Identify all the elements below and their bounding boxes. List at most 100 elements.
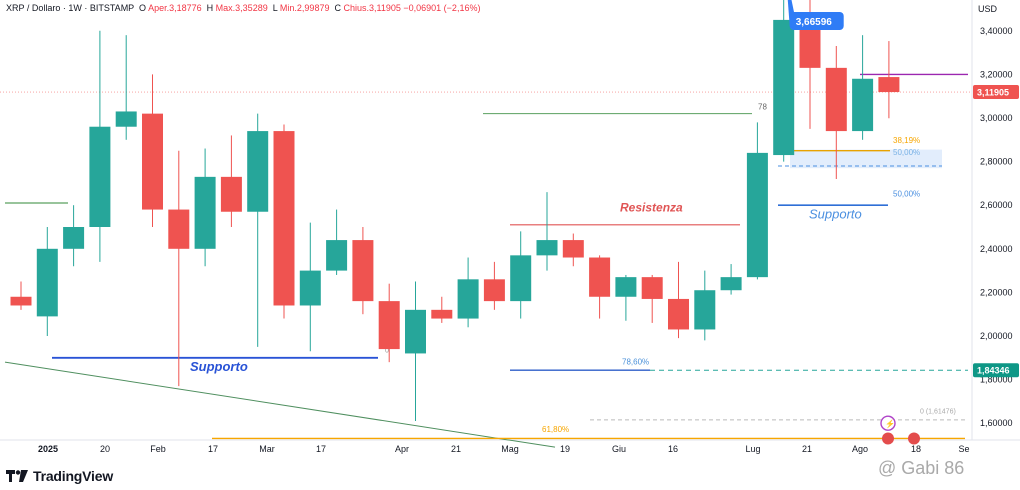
support-label-left: Supporto [190, 359, 248, 374]
x-tick-label: Mar [259, 444, 275, 454]
brand-name: TradingView [33, 468, 114, 484]
us-event-icon[interactable] [882, 432, 894, 445]
fib-0-label: 0 (1,61476) [920, 408, 956, 415]
high-callout-box [789, 12, 844, 30]
x-tick-label: 21 [451, 444, 461, 454]
watermark: @ Gabi 86 [878, 458, 965, 478]
y-tick-label: 2,60000 [980, 200, 1013, 210]
fib-78-label: 78,60% [622, 357, 649, 366]
descending-trendline[interactable] [4, 361, 556, 448]
open-value: Aper.3,18776 [148, 3, 202, 13]
y-tick-label: 2,40000 [980, 244, 1013, 254]
x-tick-label: Mag [501, 444, 519, 454]
marker-price-box [973, 363, 1019, 378]
x-tick-label: 21 [802, 444, 812, 454]
candle-body[interactable] [746, 152, 768, 278]
y-tick-label: 3,20000 [980, 69, 1013, 79]
high-value: Max.3,35289 [215, 3, 268, 13]
candle-body[interactable] [878, 77, 900, 93]
zero-label: 0 [385, 347, 389, 354]
x-tick-label: 16 [668, 444, 678, 454]
candle-body[interactable] [668, 298, 689, 330]
x-tick-label: Apr [395, 444, 409, 454]
symbol-name: XRP / Dollaro · 1W · BITSTAMP [6, 3, 135, 13]
fib-50-label-b: 50,00% [893, 189, 920, 198]
lightning-icon: ⚡ [885, 419, 895, 429]
fib-38-label: 38,19% [893, 136, 920, 145]
candle-body[interactable] [457, 279, 479, 319]
x-tick-label: 17 [316, 444, 326, 454]
candle-body[interactable] [326, 240, 348, 271]
currency-label[interactable]: USD [978, 4, 998, 14]
candle-body[interactable] [63, 227, 85, 249]
x-tick-label: Lug [745, 444, 760, 454]
candle-body[interactable] [194, 176, 216, 249]
candle-body[interactable] [299, 270, 321, 306]
candle-body[interactable] [641, 277, 663, 299]
support-label-right: Supporto [809, 206, 862, 221]
x-tick-label: 18 [911, 444, 921, 454]
x-tick-label: Se [958, 444, 969, 454]
low-label: L [272, 3, 278, 13]
candle-body[interactable] [405, 309, 426, 354]
x-tick-label: 17 [208, 444, 218, 454]
candle-body[interactable] [115, 111, 137, 127]
candle-body[interactable] [589, 257, 611, 297]
candle-body[interactable] [220, 176, 242, 212]
candle-body[interactable] [694, 290, 716, 330]
candle-body[interactable] [247, 131, 269, 212]
candle-body[interactable] [273, 131, 295, 306]
candle-body[interactable] [36, 248, 58, 317]
y-tick-label: 1,60000 [980, 418, 1013, 428]
y-tick-label: 3,40000 [980, 26, 1013, 36]
last-price-box [973, 85, 1019, 100]
candle-body[interactable] [536, 240, 558, 256]
y-tick-label: 2,20000 [980, 287, 1013, 297]
candle-body[interactable] [720, 277, 742, 291]
high-callout-pointer [787, 0, 798, 30]
dividend-event-icon[interactable] [880, 415, 896, 431]
fib-78-top-label: 78 [758, 102, 767, 111]
candle-body[interactable] [825, 67, 847, 132]
y-tick-label: 1,80000 [980, 375, 1013, 385]
candle-body[interactable] [852, 78, 874, 132]
x-tick-label: Feb [150, 444, 166, 454]
candle-body[interactable] [483, 279, 505, 302]
y-tick-label: 3,00000 [980, 113, 1013, 123]
last-price-label: 3,11905 [977, 88, 1009, 98]
marker-price-label: 1,84346 [977, 366, 1010, 376]
fib-50-label-a: 50,00% [893, 148, 920, 157]
close-value: Chius.3,11905 [343, 3, 401, 13]
close-label: C [334, 3, 341, 13]
candle-body[interactable] [352, 240, 374, 302]
change-value: −0,06901 (−2,16%) [403, 3, 481, 13]
candle-body[interactable] [773, 19, 795, 156]
fib-61-label: 61,80% [542, 425, 569, 434]
candle-body[interactable] [142, 113, 163, 210]
x-tick-label: Ago [852, 444, 868, 454]
high-callout-label: 3,66596 [796, 17, 833, 28]
candle-body[interactable] [615, 277, 637, 297]
low-value: Min.2,99879 [279, 3, 330, 13]
high-label: H [206, 3, 214, 13]
y-tick-label: 2,80000 [980, 157, 1013, 167]
candle-body[interactable] [431, 309, 453, 319]
tradingview-logo[interactable]: TradingView [6, 468, 113, 484]
symbol-header: XRP / Dollaro · 1W · BITSTAMP O Aper.3,1… [6, 3, 480, 13]
tradingview-logo-icon [6, 470, 28, 482]
candle-body[interactable] [562, 240, 584, 258]
fib-zone[interactable] [790, 149, 942, 169]
y-tick-label: 2,00000 [980, 331, 1013, 341]
open-label: O [139, 3, 147, 13]
candle-body[interactable] [799, 19, 821, 68]
candle-body[interactable] [10, 296, 32, 306]
candle-body[interactable] [510, 255, 532, 302]
x-tick-label: 2025 [38, 444, 58, 454]
us-event-icon[interactable] [908, 432, 920, 445]
x-tick-label: Giu [612, 444, 626, 454]
x-tick-label: 19 [560, 444, 570, 454]
candle-body[interactable] [378, 301, 400, 350]
candle-body[interactable] [89, 126, 111, 227]
candle-body[interactable] [168, 209, 190, 249]
